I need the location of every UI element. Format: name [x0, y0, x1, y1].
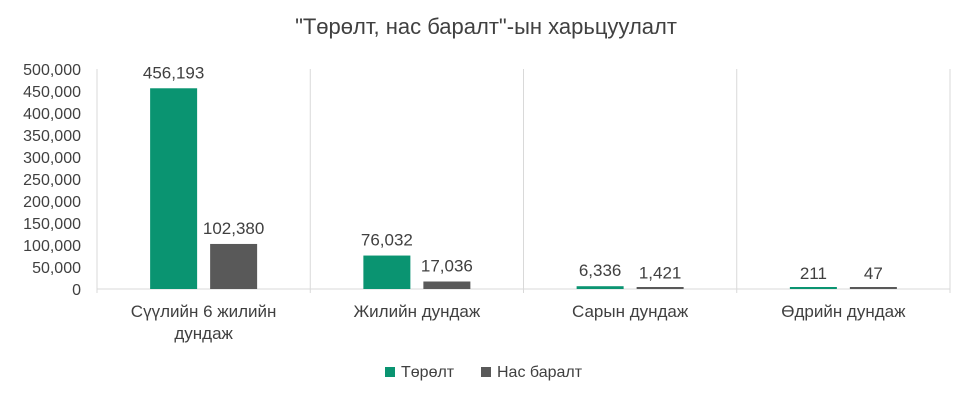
data-label: 76,032	[361, 231, 413, 250]
data-label: 102,380	[203, 219, 264, 238]
bar-birth	[150, 88, 198, 289]
y-tick-label: 500,000	[23, 62, 81, 79]
y-tick-label: 100,000	[23, 238, 81, 255]
y-tick-label: 250,000	[23, 172, 81, 189]
bar-birth	[576, 286, 624, 289]
bar-birth	[363, 255, 411, 289]
data-label: 17,036	[421, 257, 473, 276]
chart-title: "Төрөлт, нас баралт"-ын харьцуулалт	[295, 14, 677, 39]
data-label: 47	[864, 264, 883, 283]
category-label: дундаж	[174, 324, 233, 343]
legend-swatch	[481, 367, 491, 377]
data-label: 456,193	[143, 63, 204, 82]
bar-birth	[789, 287, 837, 289]
data-label: 6,336	[579, 261, 622, 280]
bar-death	[210, 243, 258, 289]
y-tick-label: 450,000	[23, 84, 81, 101]
bar-death	[423, 281, 471, 289]
category-label: Жилийн дундаж	[353, 302, 480, 321]
y-tick-label: 350,000	[23, 128, 81, 145]
y-tick-label: 200,000	[23, 194, 81, 211]
legend-label: Төрөлт	[401, 364, 455, 381]
bar-death	[849, 287, 897, 289]
y-tick-label: 400,000	[23, 106, 81, 123]
data-label: 211	[800, 264, 827, 283]
legend-label: Нас баралт	[497, 364, 583, 381]
category-label: Өдрийн дундаж	[781, 302, 906, 321]
bar-death	[636, 287, 684, 289]
y-tick-label: 50,000	[32, 260, 81, 277]
category-label: Сарын дундаж	[572, 302, 689, 321]
data-label: 1,421	[639, 263, 682, 282]
category-label: Сүүлийн 6 жилийн	[131, 302, 277, 321]
legend-swatch	[385, 367, 395, 377]
y-tick-label: 300,000	[23, 150, 81, 167]
y-tick-label: 0	[72, 282, 81, 299]
y-tick-label: 150,000	[23, 216, 81, 233]
